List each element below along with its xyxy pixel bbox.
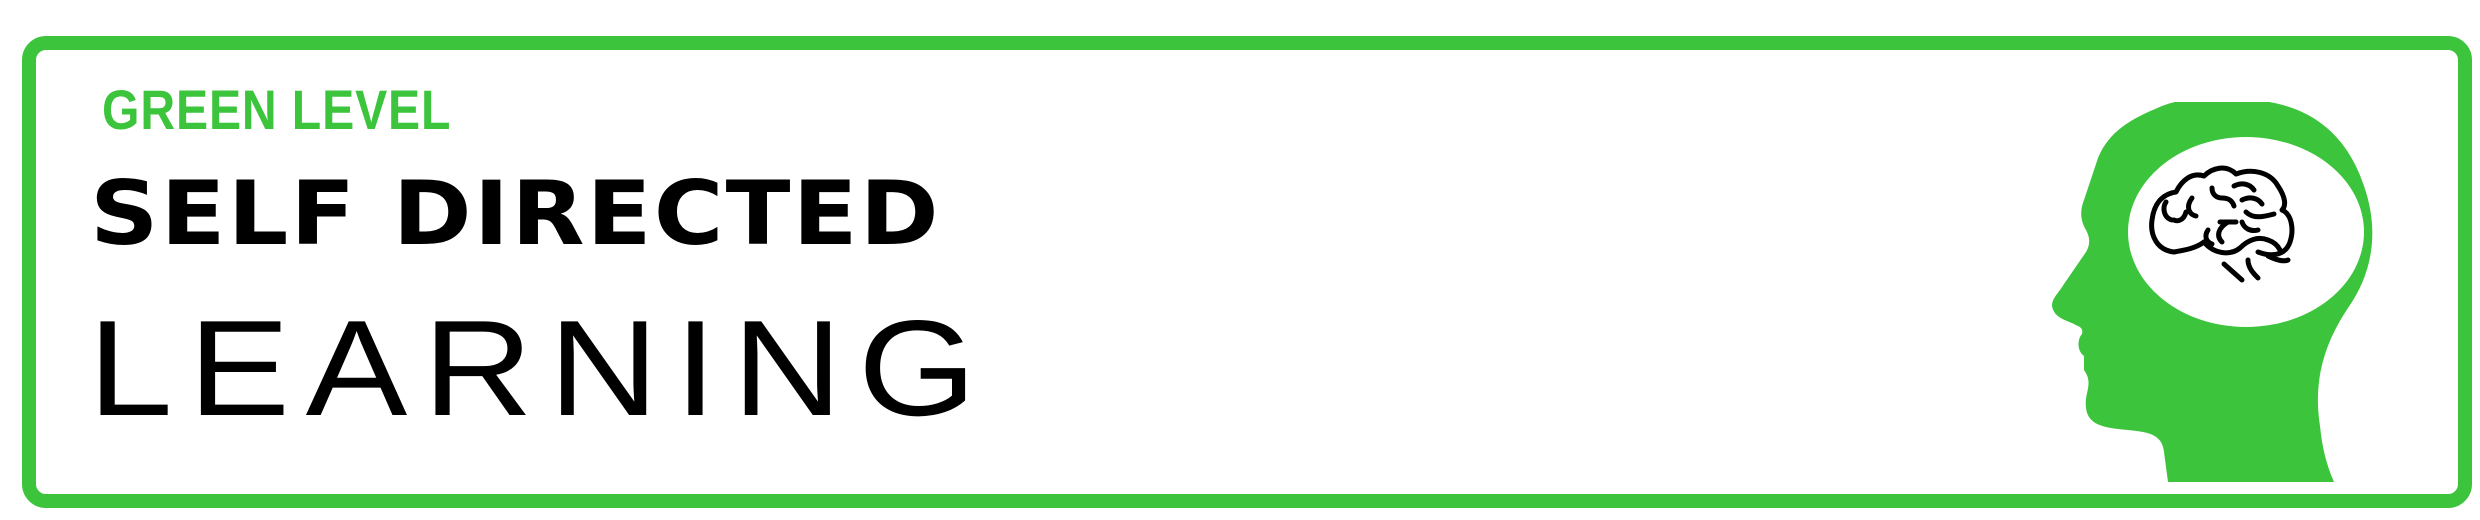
- level-label: GREEN LEVEL: [102, 78, 452, 141]
- head-silhouette-icon: [2036, 102, 2380, 484]
- brain-icon: [2149, 165, 2295, 283]
- title-line-1: SELF DIRECTED: [90, 162, 941, 265]
- badge-banner: GREEN LEVEL SELF DIRECTED LEARNING: [22, 36, 2472, 508]
- head-inner-ellipse: [2128, 137, 2364, 327]
- title-line-2: LEARNING: [88, 292, 993, 444]
